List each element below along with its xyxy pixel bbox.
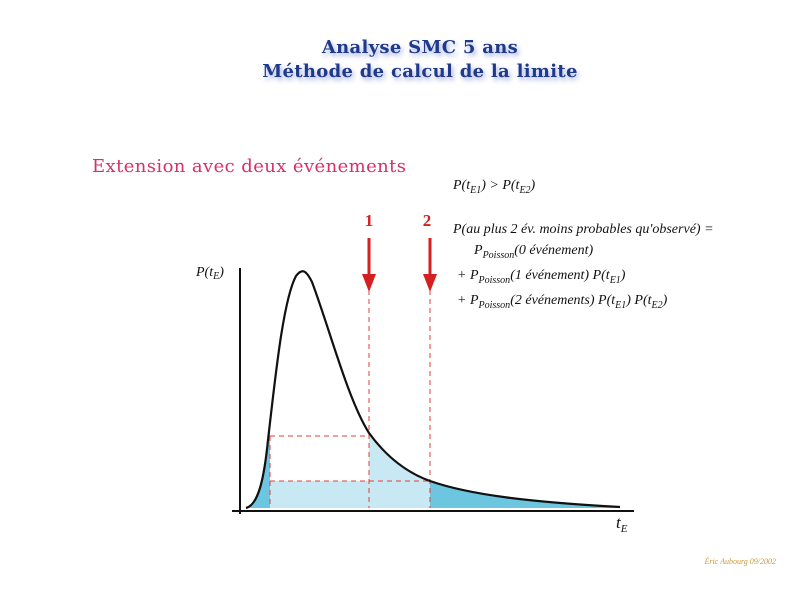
title-line-1: Analyse SMC 5 ans [321, 37, 519, 58]
poisson-term-1: + PPoisson(1 événement) P(tE1) [457, 268, 626, 286]
title-line-2: Méthode de calcul de la limite [262, 61, 578, 82]
marker-2-label: 2 [423, 211, 432, 230]
ordering-formula: P(tE1) > P(tE2) [453, 178, 536, 196]
probability-formula-lhs: P(au plus 2 év. moins probables qu'obser… [453, 222, 714, 237]
guide-lines [269, 290, 431, 508]
poisson-term-2: + PPoisson(2 événements) P(tE1) P(tE2) [457, 293, 668, 311]
x-axis-label: tE [616, 513, 628, 535]
y-axis-label: P(tE) [195, 265, 224, 282]
marker-1-arrow [362, 238, 376, 292]
author-credit: Éric Aubourg 09/2002 [704, 557, 776, 566]
marker-2-arrow [423, 238, 437, 292]
distribution-curve [245, 270, 621, 510]
area-band-low [270, 481, 369, 508]
subtitle: Extension avec deux événements [92, 156, 407, 177]
title-block: Analyse SMC 5 ans Méthode de calcul de l… [0, 36, 800, 84]
marker-1-label: 1 [365, 211, 374, 230]
poisson-term-0: PPoisson(0 événement) [474, 243, 594, 261]
shaded-areas [246, 400, 620, 508]
